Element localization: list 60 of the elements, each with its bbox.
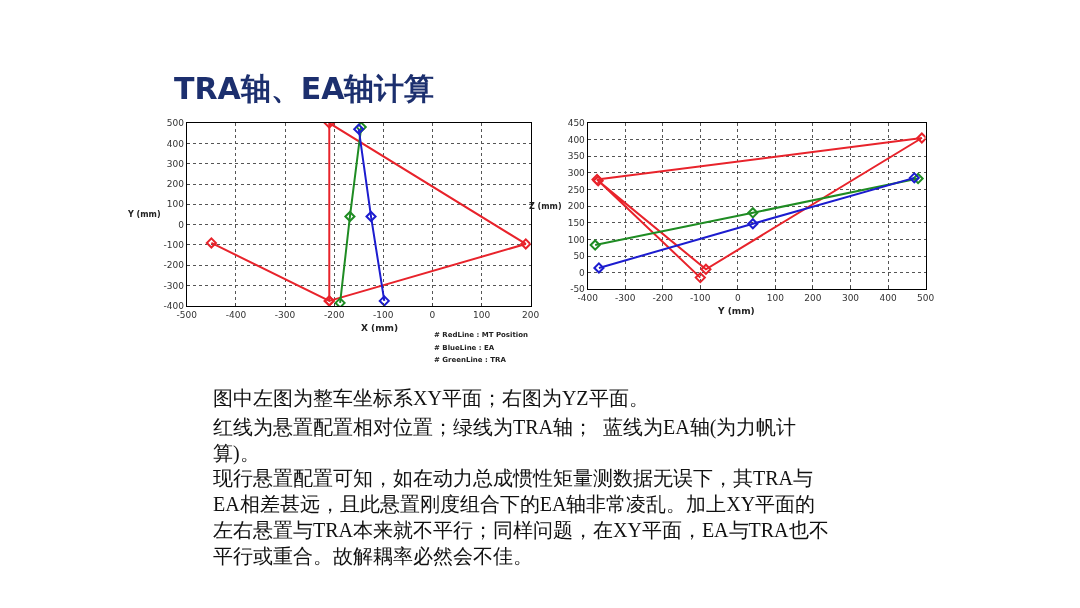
point — [747, 218, 759, 230]
y-tick-label: 100 — [166, 199, 185, 210]
x-axis-title: X (mm) — [361, 323, 399, 333]
x-tick-label: 100 — [766, 293, 785, 304]
x-tick-label: -200 — [323, 309, 345, 320]
x-tick-label: -200 — [652, 293, 674, 304]
point — [593, 262, 605, 274]
y-tick-label: 400 — [166, 138, 185, 149]
x-tick-label: 100 — [472, 309, 491, 320]
x-tick-label: -100 — [690, 293, 711, 304]
x-tick-label: -100 — [373, 309, 394, 320]
y-tick-label: 300 — [166, 158, 185, 169]
y-tick-label: 0 — [178, 219, 185, 230]
y-tick-label: 0 — [579, 267, 586, 278]
x-tick-label: -300 — [274, 309, 296, 320]
y-tick-label: 150 — [567, 217, 586, 228]
point — [912, 173, 924, 185]
point — [747, 207, 759, 219]
y-tick-label: 250 — [567, 184, 586, 195]
point — [589, 239, 601, 251]
x-tick-label: 500 — [917, 293, 935, 304]
y-tick-label: -400 — [163, 301, 185, 312]
x-tick-label: -400 — [225, 309, 247, 320]
x-tick-label: 400 — [879, 293, 897, 304]
point — [378, 295, 390, 306]
point — [365, 210, 377, 223]
x-tick-label: 300 — [841, 293, 860, 304]
point — [520, 238, 531, 250]
x-tick-label: -300 — [614, 293, 636, 304]
y-tick-label: -50 — [570, 284, 586, 295]
x-tick-label: 200 — [522, 309, 540, 320]
y-tick-label: 500 — [166, 118, 185, 129]
y-tick-label: 350 — [567, 151, 586, 162]
text: 红线为悬置配置相对位置；绿线为TRA轴； 蓝线为EA轴(为力帆计算)。 — [213, 416, 797, 465]
y-tick-label: 50 — [573, 251, 586, 262]
y-tick-label: 100 — [567, 234, 586, 245]
point — [700, 263, 712, 275]
y-tick-label: 200 — [567, 201, 586, 212]
point — [205, 237, 217, 249]
x-tick-label: -500 — [176, 309, 198, 320]
point — [916, 132, 926, 144]
y-tick-label: 300 — [567, 168, 586, 179]
x-axis-title: Y (mm) — [717, 306, 755, 316]
y-tick-label: 450 — [567, 118, 586, 129]
point — [344, 210, 356, 223]
x-tick-label: 0 — [734, 293, 741, 304]
y-tick-label: 400 — [567, 134, 586, 145]
chart-title: TRA轴、EA轴计算 — [174, 71, 435, 106]
x-tick-label: 0 — [429, 309, 436, 320]
point — [694, 272, 706, 284]
y-axis-title: Y (mm) — [127, 210, 161, 219]
y-tick-label: -300 — [163, 280, 185, 291]
y-tick-label: 200 — [166, 179, 185, 190]
text: 现行悬置配置可知，如在动力总成惯性矩量测数据无误下，其TRA与EA相差甚远，且此悬置刚度组合下的EA轴非常凌乱。加上XY平面的左右悬置与TRA本来就不平行；同样问题，在XY平面，EA与TRA也不平行或重合。故解耦率必然会不佳。 — [213, 467, 829, 567]
y-tick-label: -200 — [163, 260, 185, 271]
x-tick-label: 200 — [804, 293, 822, 304]
point — [334, 297, 346, 306]
y-tick-label: -100 — [163, 240, 185, 251]
point — [908, 172, 920, 184]
text: 图中左图为整车坐标系XY平面；右图为YZ平面。 — [213, 387, 649, 409]
